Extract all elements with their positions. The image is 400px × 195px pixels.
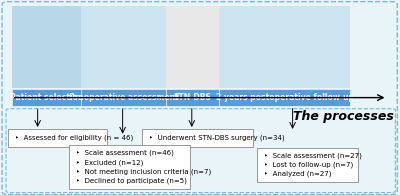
Text: ‣  Scale assessment (n=27): ‣ Scale assessment (n=27) [264,153,362,159]
Text: STN-DBS: STN-DBS [174,93,212,102]
Text: Preoperative assessment: Preoperative assessment [69,93,178,102]
FancyBboxPatch shape [69,145,190,189]
Text: ‣  Analyzed (n=27): ‣ Analyzed (n=27) [264,171,331,177]
Text: 2 years postoperative follow-up: 2 years postoperative follow-up [216,93,354,102]
Bar [81,90,166,106]
Text: ‣  Assessed for eligibility (n = 46): ‣ Assessed for eligibility (n = 46) [15,135,133,141]
Text: ‣  Declined to participate (n=5): ‣ Declined to participate (n=5) [76,178,187,184]
Text: ‣  Excluded (n=12): ‣ Excluded (n=12) [76,159,143,166]
Bar [220,5,350,89]
Text: ‣  Scale assessment (n=46): ‣ Scale assessment (n=46) [76,150,174,156]
Bar [81,5,166,89]
FancyBboxPatch shape [257,148,358,182]
Bar [12,90,81,106]
FancyBboxPatch shape [2,2,397,195]
FancyBboxPatch shape [8,129,107,147]
Bar [220,90,350,106]
Bar [166,90,220,106]
FancyBboxPatch shape [142,129,253,147]
Text: The processes: The processes [292,110,393,123]
Text: Patient selection: Patient selection [10,93,83,102]
Text: ‣  Lost to follow-up (n=7): ‣ Lost to follow-up (n=7) [264,162,353,168]
Bar [166,5,220,89]
Text: ‣  Not meeting inclusion criteria (n=7): ‣ Not meeting inclusion criteria (n=7) [76,168,211,175]
Text: ‣  Underwent STN-DBS surgery (n=34): ‣ Underwent STN-DBS surgery (n=34) [149,135,285,141]
Bar [12,5,81,89]
